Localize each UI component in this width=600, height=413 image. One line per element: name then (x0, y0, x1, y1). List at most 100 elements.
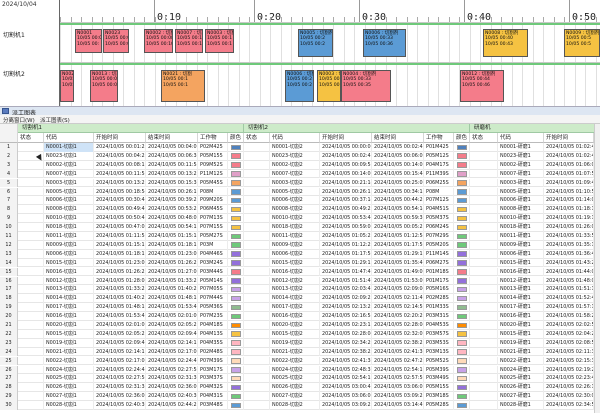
gantt-bar[interactable]: N0005 : 切割剂 10/05 00:2 10/05 00:2 (298, 29, 333, 57)
status-cell[interactable] (18, 374, 44, 384)
table-cell[interactable]: N0010-研磨1 (498, 214, 544, 223)
table-cell[interactable]: P01M18S (424, 267, 454, 277)
status-cell[interactable] (470, 223, 498, 232)
status-cell[interactable] (244, 249, 270, 259)
table-cell[interactable]: 2024/10/05 03:06:03 (374, 383, 424, 393)
status-cell[interactable] (470, 321, 498, 330)
table-cell[interactable]: 2024/10/05 01:14:02 (546, 196, 594, 206)
column-header[interactable]: 代码 (270, 133, 320, 143)
table-cell[interactable]: P05M155 (198, 151, 228, 161)
table-cell[interactable]: P03M57S (424, 329, 454, 339)
status-cell[interactable] (244, 312, 270, 321)
table-cell[interactable]: 2024/10/05 03:09:21 (322, 401, 372, 410)
table-cell[interactable]: 2024/10/05 02:27:59 (96, 374, 146, 384)
table-cell[interactable]: N0010-切割2 (270, 214, 320, 223)
table-cell[interactable]: 2024/10/05 03:06:03 (322, 392, 372, 401)
table-cell[interactable]: N0025-研磨1 (498, 374, 544, 384)
status-cell[interactable] (244, 401, 270, 410)
table-cell[interactable]: N0026-研磨1 (498, 383, 544, 393)
table-cell[interactable]: 2024/10/05 02:47:27 (374, 356, 424, 366)
status-cell[interactable] (470, 329, 498, 339)
table-cell[interactable]: P04M53S (424, 321, 454, 330)
table-cell[interactable]: 2024/10/05 02:23:11 (322, 321, 372, 330)
status-cell[interactable] (244, 374, 270, 384)
table-row[interactable]: 8 N0008-切割1 2024/10/05 00:49:40 2024/10/05 … (0, 205, 600, 215)
table-cell[interactable]: N0013-研磨1 (498, 285, 544, 295)
color-cell[interactable] (454, 267, 470, 277)
table-cell[interactable]: 2024/10/05 02:30:09 (546, 392, 594, 401)
table-cell[interactable]: N0028-切割2 (270, 401, 320, 410)
gantt-bar[interactable]: N0021 : 切割 10/05 00:1 10/05 00:1 (161, 70, 205, 102)
table-cell[interactable]: 2024/10/05 01:23:03 (96, 258, 146, 268)
table-cell[interactable]: 2024/10/05 02:44:27 (148, 401, 198, 410)
table-cell[interactable]: 2024/10/05 01:51:10 (546, 285, 594, 295)
status-cell[interactable] (244, 143, 270, 152)
table-cell[interactable]: N0001-切割1 (44, 143, 94, 152)
table-cell[interactable]: N0001-切割2 (270, 143, 320, 152)
table-cell[interactable]: P03M13S (424, 347, 454, 357)
color-cell[interactable] (454, 312, 470, 321)
table-cell[interactable]: P07M44S (198, 294, 228, 304)
status-cell[interactable] (18, 285, 44, 295)
status-cell[interactable] (244, 383, 270, 393)
status-cell[interactable] (18, 196, 44, 206)
table-cell[interactable]: 2024/10/05 00:37:14 (322, 196, 372, 206)
color-cell[interactable] (454, 249, 470, 259)
table-cell[interactable]: N0007-切割1 (44, 169, 94, 179)
status-cell[interactable] (244, 232, 270, 241)
status-cell[interactable] (18, 151, 44, 161)
table-cell[interactable]: 2024/10/05 01:19:10 (546, 214, 594, 223)
color-cell[interactable] (454, 258, 470, 268)
table-cell[interactable]: 2024/10/05 01:36:46 (546, 249, 594, 259)
color-cell[interactable] (454, 240, 470, 250)
table-cell[interactable]: 2024/10/05 01:53:46 (96, 312, 146, 321)
table-cell[interactable]: N0021-研磨1 (498, 347, 544, 357)
table-cell[interactable]: P05M45S (198, 178, 228, 188)
table-row[interactable]: 13 N0006-切割1 2024/10/05 01:18:17 2024/10/05… (0, 249, 600, 259)
table-cell[interactable]: 2024/10/05 00:47:02 (96, 223, 146, 232)
status-cell[interactable] (244, 223, 270, 232)
dispatch-chart-menu[interactable]: 派工图表(S) (40, 118, 70, 124)
color-cell[interactable] (454, 347, 470, 357)
table-cell[interactable]: 2024/10/05 02:57:59 (374, 374, 424, 384)
gantt-bar[interactable]: N0012 : 切割剂 10/05 00:44 10/05 00:46 (460, 70, 504, 102)
table-cell[interactable]: P11M39S (424, 169, 454, 179)
table-cell[interactable]: 2024/10/05 01:26:27 (96, 267, 146, 277)
table-cell[interactable]: 2024/10/05 02:05:27 (148, 321, 198, 330)
table-cell[interactable]: N0018-切割2 (270, 223, 320, 232)
table-cell[interactable]: P03M18S (424, 392, 454, 401)
color-cell[interactable] (454, 151, 470, 161)
column-header[interactable]: 结束时间 (146, 133, 198, 143)
status-cell[interactable] (244, 303, 270, 312)
table-cell[interactable]: P02M48S (198, 347, 228, 357)
table-cell[interactable]: N0024-切割1 (44, 365, 94, 375)
table-cell[interactable]: 2024/10/05 01:29:13 (322, 258, 372, 268)
table-cell[interactable]: N0006-切割2 (270, 249, 320, 259)
status-cell[interactable] (470, 160, 498, 170)
table-cell[interactable]: N0015-切割2 (270, 258, 320, 268)
table-cell[interactable]: N0019-研磨1 (498, 338, 544, 348)
color-cell[interactable] (454, 365, 470, 375)
table-cell[interactable]: N0012-切割2 (270, 276, 320, 286)
column-header[interactable]: 工作物 (424, 133, 454, 143)
table-cell[interactable]: N0018-切割1 (44, 223, 94, 232)
status-cell[interactable] (18, 223, 44, 232)
status-cell[interactable] (244, 285, 270, 295)
status-cell[interactable] (470, 365, 498, 375)
color-cell[interactable] (228, 374, 244, 384)
table-cell[interactable]: P09M20S (198, 196, 228, 206)
status-cell[interactable] (470, 285, 498, 295)
status-cell[interactable] (244, 365, 270, 375)
table-cell[interactable]: P04M17S (424, 160, 454, 170)
table-cell[interactable]: 2024/10/05 01:12:29 (322, 240, 372, 250)
table-cell[interactable]: P04M35S (198, 338, 228, 348)
status-cell[interactable] (244, 356, 270, 366)
color-cell[interactable] (228, 401, 244, 410)
table-cell[interactable]: N0024-研磨1 (498, 365, 544, 375)
table-cell[interactable]: 2024/10/05 00:13:21 (96, 178, 146, 188)
table-cell[interactable]: P07M39S (198, 356, 228, 366)
table-cell[interactable]: 2024/10/05 02:02:53 (546, 321, 594, 330)
table-cell[interactable]: N0012-研磨1 (498, 276, 544, 286)
table-cell[interactable]: 2024/10/05 01:49:03 (374, 267, 424, 277)
